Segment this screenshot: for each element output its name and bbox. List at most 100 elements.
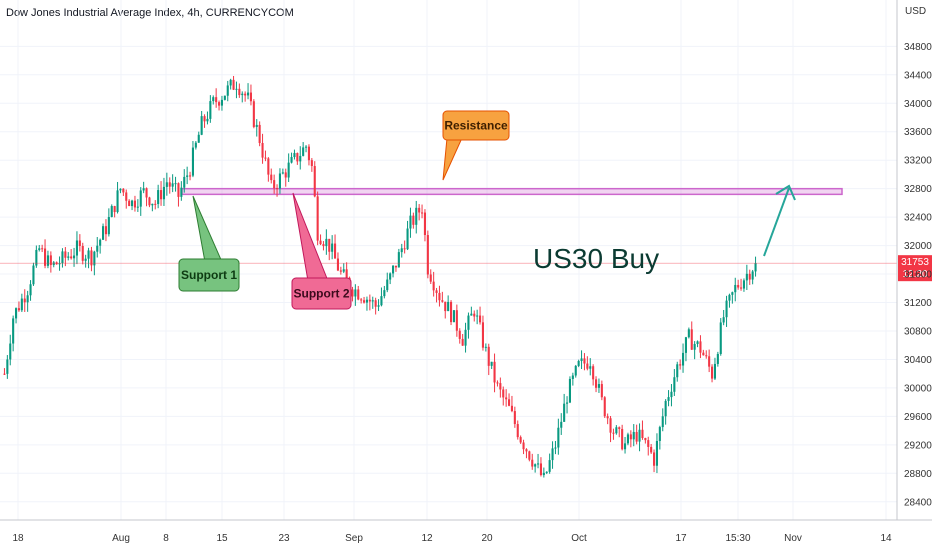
candle-body [287,162,290,178]
candle-body [336,258,339,271]
y-tick-label: 31600 [904,270,932,281]
y-tick-label: 32800 [904,184,932,195]
candle-body [218,102,221,106]
candle-body [38,248,41,250]
candle-body [742,280,745,289]
candle-body [261,142,264,158]
candle-body [157,190,160,205]
candle-body [458,330,461,339]
candle-body [426,235,429,275]
candle-body [528,451,531,460]
x-tick-label: 18 [12,533,24,544]
candle-body [75,240,78,256]
candle-body [467,315,470,330]
candle-body [174,183,177,185]
candle-body [728,294,731,301]
candle-body [374,300,377,307]
candle-body [194,142,197,148]
candle-body [737,284,740,288]
us30-buy-label: US30 Buy [533,243,659,274]
candle-body [580,358,583,362]
candle-body [15,308,18,319]
x-tick-label: Sep [345,533,363,544]
candle-body [209,101,212,119]
x-tick-label: 12 [421,533,433,544]
candle-body [684,337,687,353]
y-tick-label: 32000 [904,241,932,252]
candle-body [9,343,12,360]
candle-body [713,363,716,379]
resistance-box [442,110,510,141]
candle-body [78,240,81,246]
candle-body [510,405,513,412]
candle-body [400,248,403,253]
x-tick-label: 8 [163,533,169,544]
candle-body [394,265,397,268]
candle-body [690,329,693,350]
candle-body [525,449,528,452]
candle-body [235,88,238,90]
candle-body [447,301,450,312]
candle-body [206,118,209,122]
candle-body [452,310,455,323]
y-tick-label: 29600 [904,412,932,423]
candle-body [183,176,186,188]
candle-body [638,429,641,442]
candle-body [84,258,87,261]
candle-body [49,255,52,266]
candle-body [748,273,751,280]
candle-body [557,427,560,448]
candle-body [496,382,499,384]
candle-body [418,207,421,213]
candle-body [52,262,55,266]
support-2-box [291,277,352,310]
candle-body [658,427,661,441]
y-tick-label: 31200 [904,298,932,309]
candle-body [360,299,363,301]
candle-body [661,416,664,428]
candle-body [322,244,325,247]
candle-body [342,269,345,272]
candle-body [563,403,566,422]
candle-body [299,155,302,162]
y-tick-label: 33600 [904,127,932,138]
support-2-label: Support 2 [294,287,350,301]
candle-body [270,174,273,181]
candle-body [73,255,76,259]
candle-body [606,416,609,419]
candle-body [41,248,44,250]
candle-body [180,187,183,197]
candle-body [35,249,38,266]
last-price-badge [898,255,932,282]
candle-body [90,250,93,266]
resistance-label: Resistance [444,119,508,133]
candle-body [473,313,476,317]
candle-body [624,443,627,450]
candle-body [539,463,542,476]
candle-body [351,289,354,297]
candle-body [583,358,586,364]
candle-body [389,273,392,280]
candle-body [238,88,241,96]
candle-body [464,329,467,346]
candle-body [508,399,511,406]
candle-body [247,92,250,96]
candle-body [542,472,545,476]
candle-body [490,361,493,366]
resistance-zone-rect [181,187,843,196]
candle-body [302,147,305,156]
candle-body [615,427,618,434]
candle-body [493,361,496,383]
candle-body [664,400,667,417]
candle-body [745,273,748,281]
candle-body [734,284,737,293]
candle-body [635,431,638,442]
x-tick-label: Aug [112,533,130,544]
candle-body [281,172,284,174]
candle-body [17,308,20,311]
candle-body [429,274,432,282]
candle-body [99,239,102,246]
